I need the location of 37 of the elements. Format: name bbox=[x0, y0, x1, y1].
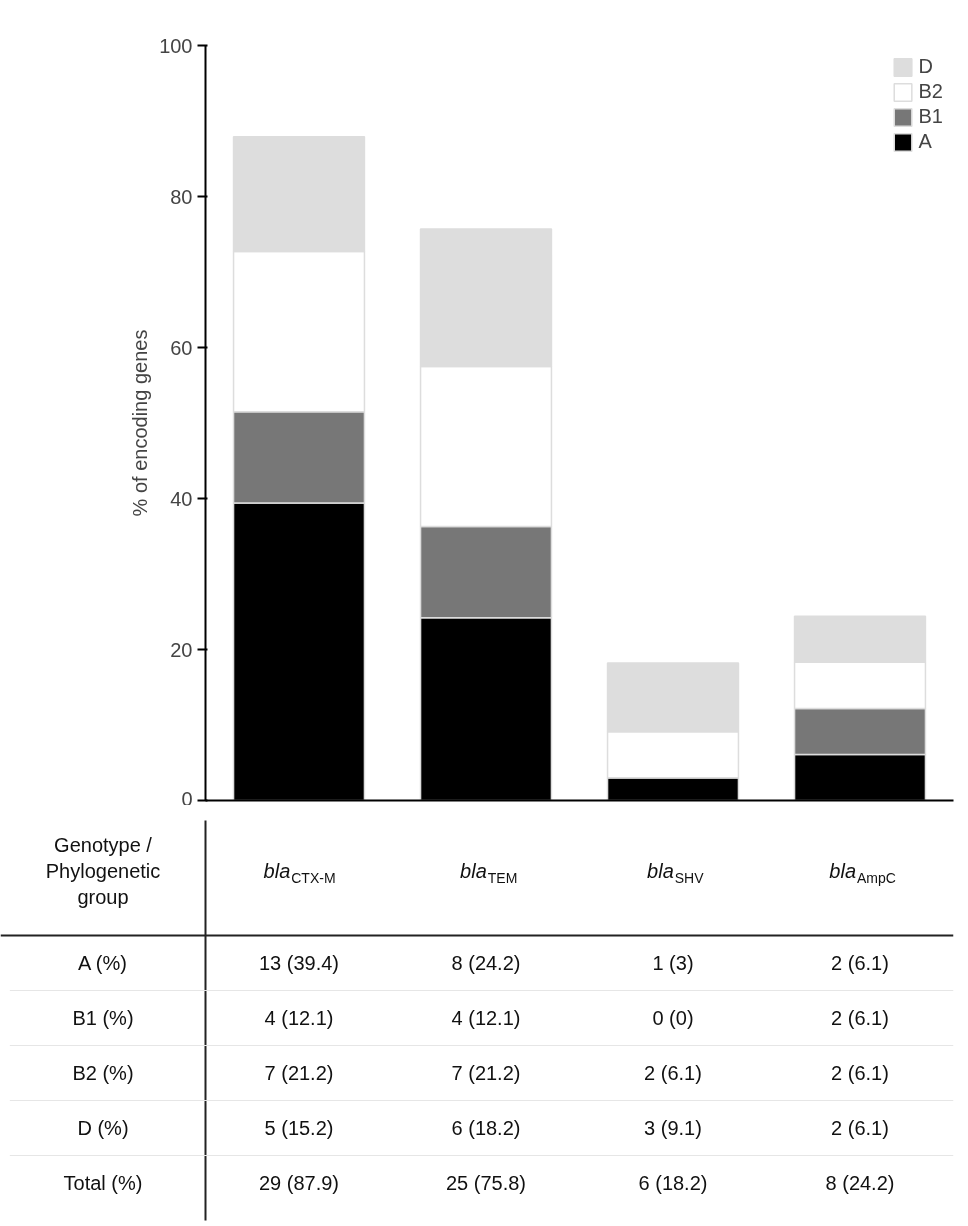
text: Total (%) bbox=[63, 1172, 143, 1194]
y-tick-label: 20 bbox=[170, 638, 193, 661]
text: B1 (%) bbox=[72, 1007, 134, 1029]
legend-label: B2 bbox=[918, 80, 943, 103]
data-label: 4 (12.1) bbox=[264, 1007, 334, 1029]
data-label: 2 (6.1) bbox=[831, 1117, 889, 1139]
y-tick-label: 40 bbox=[170, 487, 193, 510]
data-label: 2 (6.1) bbox=[831, 1062, 889, 1084]
y-axis-title: % of encoding genes bbox=[129, 329, 152, 517]
data-label: 3 (9.1) bbox=[644, 1117, 702, 1139]
text: Genotype / Phylogenetic group bbox=[45, 833, 161, 908]
text: 6 (18.2) bbox=[638, 1172, 708, 1194]
y-tick-label: 100 bbox=[159, 34, 193, 57]
text: 8 (24.2) bbox=[825, 1172, 895, 1194]
data-label: 4 (12.1) bbox=[451, 1007, 521, 1029]
text: D (%) bbox=[77, 1117, 129, 1139]
y-tick-label: 80 bbox=[170, 185, 193, 208]
data-label: 8 (24.2) bbox=[451, 952, 521, 974]
legend-label: D bbox=[918, 55, 934, 78]
legend-label: A bbox=[918, 130, 933, 153]
y-tick-label: 60 bbox=[170, 336, 193, 359]
text: 25 (75.8) bbox=[445, 1172, 527, 1194]
y-tick-label: 0 bbox=[181, 787, 193, 810]
data-label: 13 (39.4) bbox=[258, 952, 340, 974]
data-label: 5 (15.2) bbox=[264, 1117, 334, 1139]
data-label: 0 (0) bbox=[652, 1007, 694, 1029]
data-label: 2 (6.1) bbox=[831, 1007, 889, 1029]
data-label: 1 (3) bbox=[652, 952, 694, 974]
data-label: 7 (21.2) bbox=[451, 1062, 521, 1084]
text: B2 (%) bbox=[72, 1062, 134, 1084]
data-label: 7 (21.2) bbox=[264, 1062, 334, 1084]
text: A (%) bbox=[78, 952, 127, 974]
data-label: 6 (18.2) bbox=[451, 1117, 521, 1139]
text: 29 (87.9) bbox=[258, 1172, 340, 1194]
legend-label: B1 bbox=[918, 105, 943, 128]
data-label: 2 (6.1) bbox=[831, 952, 889, 974]
data-label: 2 (6.1) bbox=[644, 1062, 702, 1084]
